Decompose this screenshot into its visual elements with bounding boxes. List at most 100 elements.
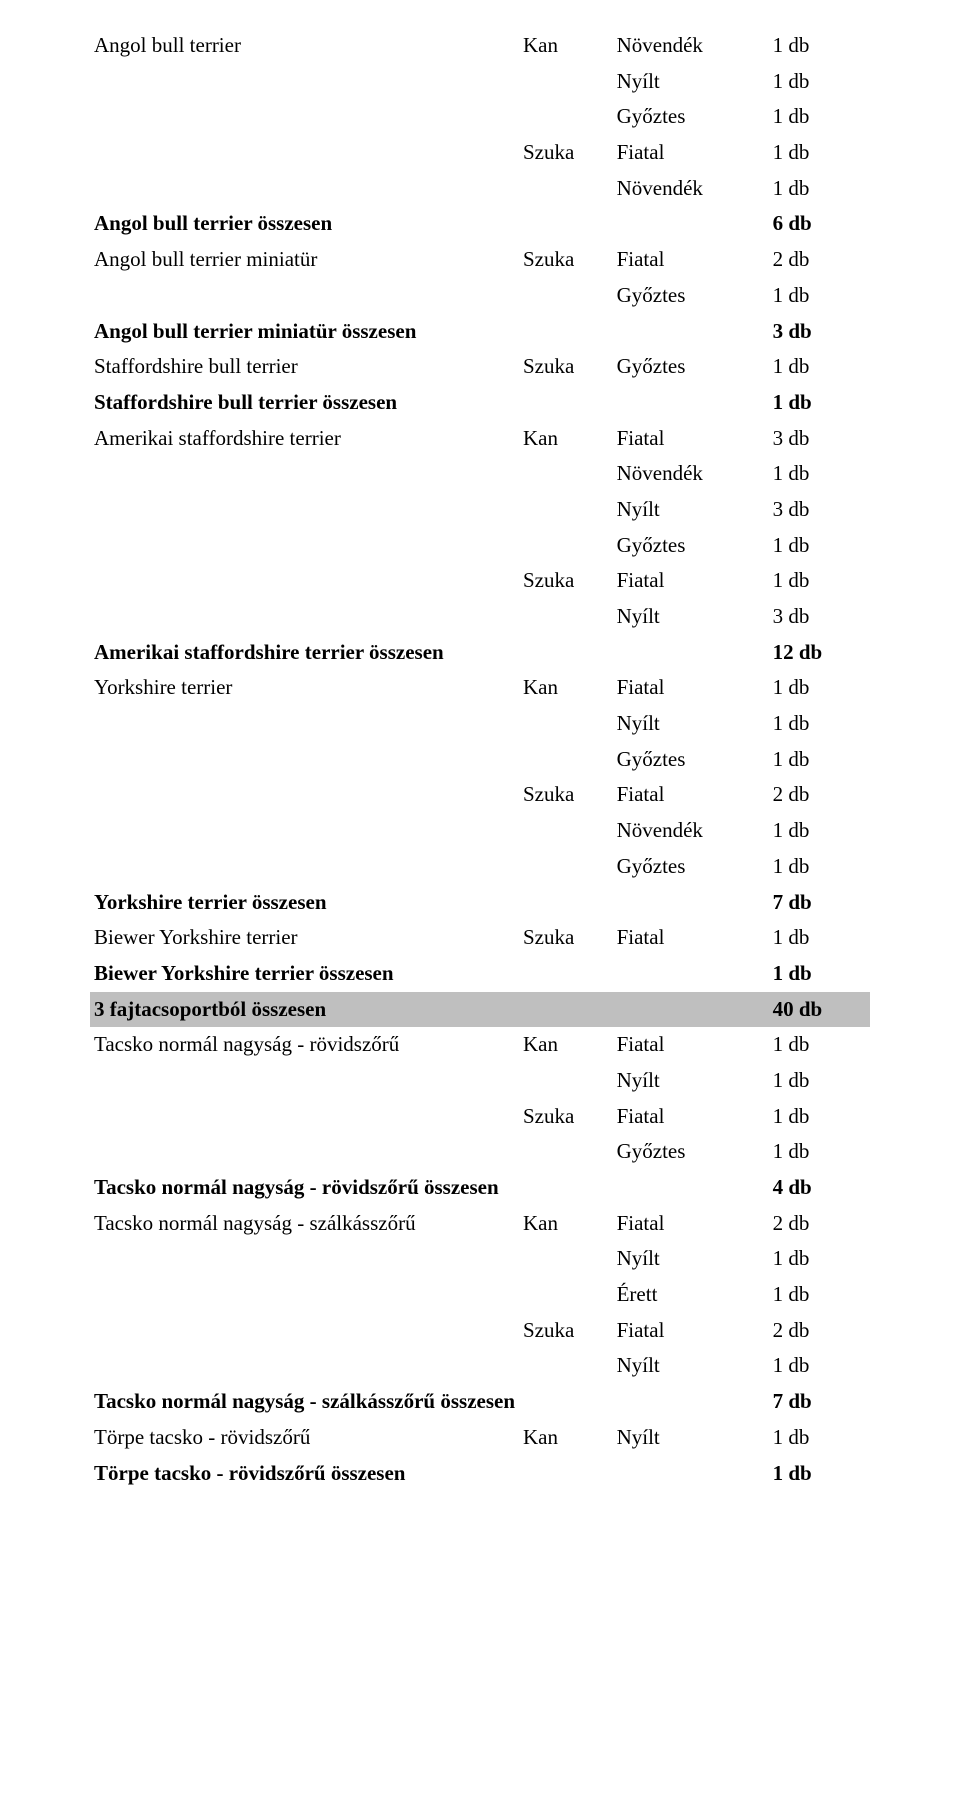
cell-c1: Yorkshire terrier összesen	[90, 885, 519, 921]
cell-c1	[90, 278, 519, 314]
cell-c2	[519, 706, 613, 742]
cell-c4: 1 db	[769, 1420, 870, 1456]
cell-c2	[519, 885, 613, 921]
table-row: Győztes1 db	[90, 278, 870, 314]
cell-c1: Tacsko normál nagyság - szálkásszőrű	[90, 1206, 519, 1242]
cell-c4: 1 db	[769, 278, 870, 314]
cell-c4: 1 db	[769, 1063, 870, 1099]
cell-c3: Győztes	[613, 99, 769, 135]
cell-c3: Fiatal	[613, 1099, 769, 1135]
cell-c4: 1 db	[769, 1456, 870, 1492]
table-row: Nyílt3 db	[90, 492, 870, 528]
table-row: Győztes1 db	[90, 849, 870, 885]
cell-c4: 12 db	[769, 635, 870, 671]
cell-c4: 3 db	[769, 314, 870, 350]
table-row: SzukaFiatal1 db	[90, 563, 870, 599]
table-row: SzukaFiatal1 db	[90, 1099, 870, 1135]
cell-c2	[519, 813, 613, 849]
cell-c2: Szuka	[519, 1099, 613, 1135]
cell-c2	[519, 171, 613, 207]
cell-c3: Növendék	[613, 171, 769, 207]
cell-c3	[613, 1384, 769, 1420]
cell-c1: Yorkshire terrier	[90, 670, 519, 706]
table-row: Nyílt1 db	[90, 1241, 870, 1277]
cell-c3	[613, 314, 769, 350]
table-row: Törpe tacsko - rövidszőrűKanNyílt1 db	[90, 1420, 870, 1456]
cell-c3	[613, 1170, 769, 1206]
cell-c2: Szuka	[519, 242, 613, 278]
cell-c3: Fiatal	[613, 920, 769, 956]
cell-c3: Növendék	[613, 456, 769, 492]
cell-c3: Győztes	[613, 849, 769, 885]
cell-c1: Törpe tacsko - rövidszőrű	[90, 1420, 519, 1456]
cell-c3: Fiatal	[613, 242, 769, 278]
cell-c4: 2 db	[769, 1206, 870, 1242]
table-row: Győztes1 db	[90, 99, 870, 135]
table-row: SzukaFiatal2 db	[90, 777, 870, 813]
cell-c1: Staffordshire bull terrier	[90, 349, 519, 385]
cell-c2: Szuka	[519, 563, 613, 599]
cell-c2	[519, 456, 613, 492]
cell-c3: Fiatal	[613, 777, 769, 813]
cell-c2	[519, 99, 613, 135]
cell-c3: Győztes	[613, 278, 769, 314]
cell-c1: Tacsko normál nagyság - rövidszőrű	[90, 1027, 519, 1063]
cell-c3: Nyílt	[613, 599, 769, 635]
cell-c3: Nyílt	[613, 1420, 769, 1456]
cell-c2: Kan	[519, 421, 613, 457]
table-row: 3 fajtacsoportból összesen40 db	[90, 992, 870, 1028]
cell-c3: Győztes	[613, 742, 769, 778]
cell-c1: Biewer Yorkshire terrier	[90, 920, 519, 956]
cell-c4: 1 db	[769, 956, 870, 992]
cell-c1: Amerikai staffordshire terrier	[90, 421, 519, 457]
cell-c3: Fiatal	[613, 670, 769, 706]
table-row: Győztes1 db	[90, 1134, 870, 1170]
cell-c1	[90, 171, 519, 207]
cell-c2: Kan	[519, 670, 613, 706]
cell-c1: Angol bull terrier miniatür	[90, 242, 519, 278]
cell-c4: 1 db	[769, 99, 870, 135]
cell-c1	[90, 492, 519, 528]
cell-c1: Staffordshire bull terrier összesen	[90, 385, 519, 421]
cell-c2	[519, 206, 613, 242]
cell-c1	[90, 706, 519, 742]
cell-c4: 1 db	[769, 1241, 870, 1277]
table-row: Növendék1 db	[90, 171, 870, 207]
cell-c3: Fiatal	[613, 1313, 769, 1349]
table-row: Tacsko normál nagyság - szálkásszőrű öss…	[90, 1384, 870, 1420]
cell-c2	[519, 1241, 613, 1277]
cell-c2	[519, 599, 613, 635]
cell-c4: 1 db	[769, 135, 870, 171]
cell-c4: 1 db	[769, 1134, 870, 1170]
cell-c4: 1 db	[769, 171, 870, 207]
cell-c4: 1 db	[769, 349, 870, 385]
cell-c4: 3 db	[769, 421, 870, 457]
cell-c1	[90, 1277, 519, 1313]
cell-c4: 1 db	[769, 563, 870, 599]
table-row: Tacsko normál nagyság - szálkásszőrűKanF…	[90, 1206, 870, 1242]
cell-c2: Kan	[519, 28, 613, 64]
cell-c3: Fiatal	[613, 563, 769, 599]
cell-c2	[519, 849, 613, 885]
cell-c1	[90, 64, 519, 100]
cell-c4: 1 db	[769, 528, 870, 564]
cell-c4: 1 db	[769, 1099, 870, 1135]
table-row: Yorkshire terrierKanFiatal1 db	[90, 670, 870, 706]
cell-c2	[519, 1170, 613, 1206]
cell-c4: 1 db	[769, 1027, 870, 1063]
cell-c2	[519, 1456, 613, 1492]
cell-c2	[519, 992, 613, 1028]
cell-c2	[519, 1134, 613, 1170]
cell-c1	[90, 849, 519, 885]
cell-c2: Szuka	[519, 920, 613, 956]
cell-c1: Angol bull terrier miniatür összesen	[90, 314, 519, 350]
cell-c3: Fiatal	[613, 1027, 769, 1063]
table-row: Angol bull terrierKanNövendék1 db	[90, 28, 870, 64]
table-row: Érett1 db	[90, 1277, 870, 1313]
cell-c4: 1 db	[769, 742, 870, 778]
cell-c4: 3 db	[769, 492, 870, 528]
cell-c1	[90, 599, 519, 635]
cell-c4: 1 db	[769, 385, 870, 421]
cell-c1: Tacsko normál nagyság - szálkásszőrű öss…	[90, 1384, 519, 1420]
cell-c2: Kan	[519, 1206, 613, 1242]
